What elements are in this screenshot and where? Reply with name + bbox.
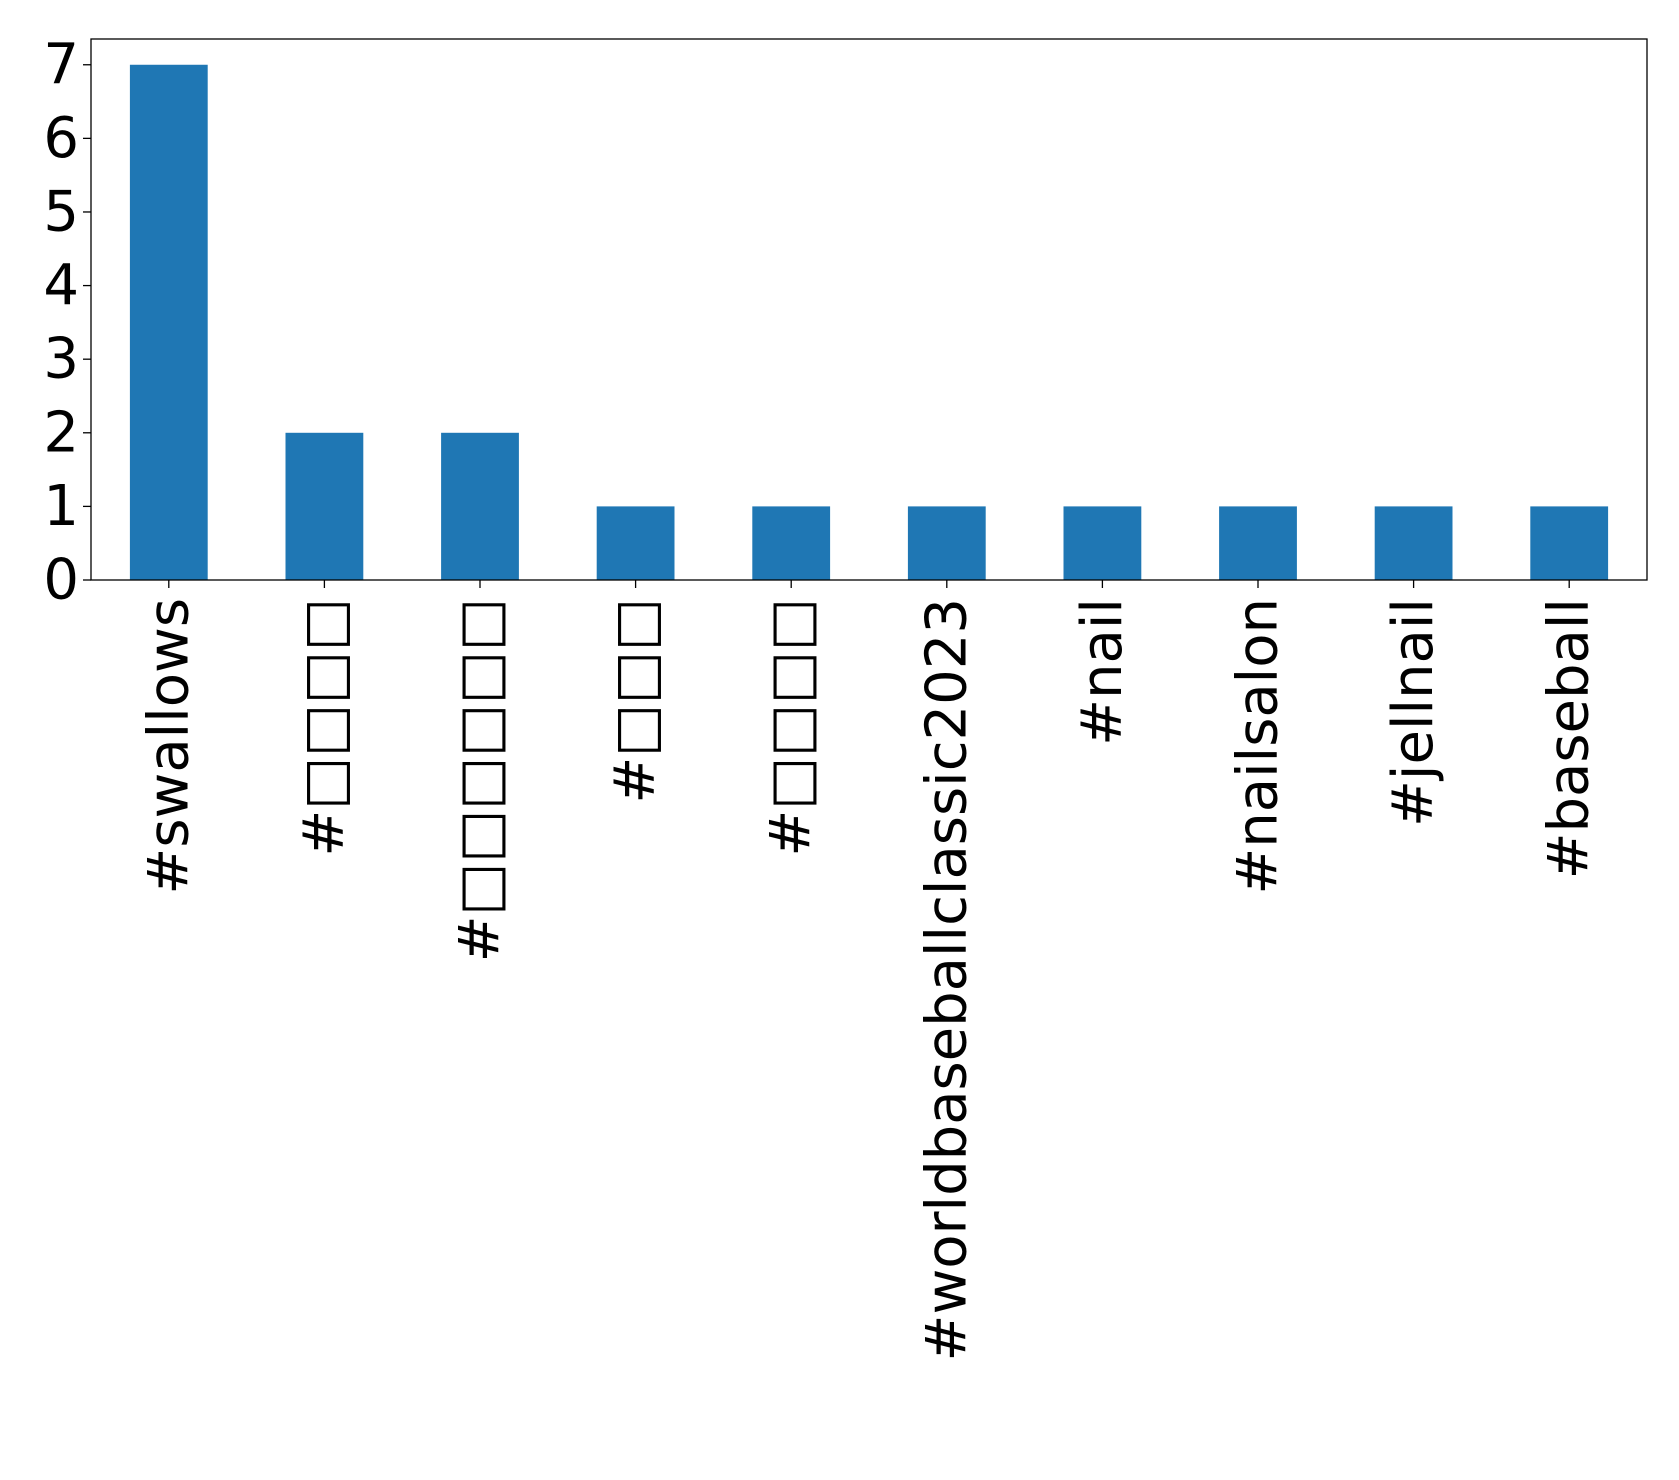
x-tick-label-6: #nail	[1070, 598, 1135, 746]
x-tick-label-5: #worldbaseballclassic2023	[914, 598, 979, 1361]
bar-6	[1063, 506, 1142, 580]
y-tick-label-6: 6	[43, 106, 79, 171]
y-tick-label-4: 4	[43, 253, 79, 318]
x-tick-label-4: #□□□□	[759, 598, 824, 857]
bar-2	[441, 432, 519, 580]
bar-5	[907, 506, 986, 580]
bar-7	[1219, 506, 1297, 580]
y-tick-label-1: 1	[43, 474, 79, 539]
y-tick-label-3: 3	[43, 327, 79, 392]
bar-4	[752, 506, 831, 580]
x-tick-label-7: #nailsalon	[1226, 598, 1291, 895]
bar-0	[129, 64, 208, 580]
y-tick-label-5: 5	[43, 179, 79, 244]
x-axis: #swallows #□□□□ #□□□□□□ #□□□ #□□□□ #worldbase…	[136, 580, 1602, 1361]
bars-group	[129, 64, 1609, 580]
bar-9	[1530, 506, 1609, 580]
x-tick-label-8: #jellnail	[1381, 598, 1446, 827]
plot-frame	[90, 38, 1648, 581]
bar-8	[1374, 506, 1453, 580]
bar-3	[596, 506, 675, 580]
bar-1	[285, 432, 364, 580]
x-tick-label-2: #□□□□□□	[448, 598, 513, 962]
y-tick-label-7: 7	[43, 32, 79, 97]
x-tick-label-1: #□□□□	[292, 598, 357, 857]
x-tick-label-0: #swallows	[136, 598, 201, 895]
y-tick-label-0: 0	[43, 548, 79, 613]
y-tick-label-2: 2	[43, 400, 79, 465]
x-tick-label-9: #baseball	[1537, 598, 1602, 879]
x-tick-label-3: #□□□	[603, 598, 668, 804]
y-axis: 0 1 2 3 4 5 6 7	[43, 32, 91, 613]
